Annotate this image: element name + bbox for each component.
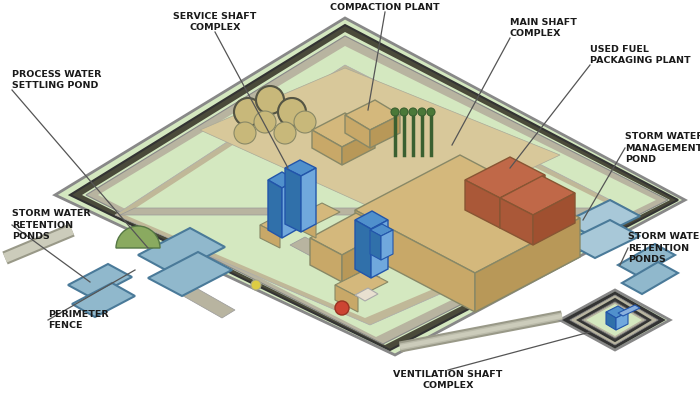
Polygon shape [70, 25, 678, 350]
Polygon shape [533, 193, 575, 245]
Circle shape [274, 122, 296, 144]
Polygon shape [606, 306, 628, 318]
Polygon shape [465, 157, 545, 198]
Polygon shape [586, 304, 642, 336]
Polygon shape [622, 262, 678, 294]
Circle shape [400, 108, 408, 116]
Polygon shape [500, 175, 545, 228]
Polygon shape [310, 238, 342, 282]
Text: VENTILATION SHAFT
COMPLEX: VENTILATION SHAFT COMPLEX [393, 370, 503, 390]
Polygon shape [345, 115, 370, 148]
Circle shape [278, 98, 306, 126]
Polygon shape [342, 230, 388, 282]
Polygon shape [371, 220, 388, 278]
Polygon shape [298, 203, 340, 224]
Polygon shape [355, 155, 580, 273]
Polygon shape [301, 168, 316, 232]
Polygon shape [616, 312, 628, 330]
Polygon shape [282, 180, 296, 238]
Polygon shape [355, 220, 371, 278]
Polygon shape [475, 218, 580, 312]
Polygon shape [285, 168, 301, 232]
Polygon shape [570, 295, 658, 345]
Polygon shape [345, 100, 400, 130]
Polygon shape [138, 228, 225, 274]
Polygon shape [381, 230, 393, 260]
Polygon shape [312, 130, 342, 165]
Polygon shape [465, 180, 500, 228]
Polygon shape [565, 293, 663, 347]
Polygon shape [335, 285, 358, 312]
Circle shape [391, 108, 399, 116]
Circle shape [294, 111, 316, 133]
Polygon shape [355, 211, 388, 229]
Polygon shape [582, 302, 646, 338]
Polygon shape [68, 264, 132, 298]
Polygon shape [312, 113, 375, 147]
Polygon shape [155, 272, 235, 318]
Polygon shape [370, 224, 393, 236]
Text: PROCESS WATER
SETTLING POND: PROCESS WATER SETTLING POND [12, 70, 102, 90]
Circle shape [418, 108, 426, 116]
Text: SEALING MATERIAL
COMPACTION PLANT: SEALING MATERIAL COMPACTION PLANT [330, 0, 440, 12]
Polygon shape [500, 198, 533, 245]
Polygon shape [120, 208, 625, 215]
Polygon shape [342, 130, 375, 165]
Polygon shape [268, 172, 296, 188]
Text: SERVICE SHAFT
COMPLEX: SERVICE SHAFT COMPLEX [174, 12, 257, 32]
Polygon shape [55, 18, 685, 355]
Polygon shape [355, 210, 475, 312]
Text: MAIN SHAFT
COMPLEX: MAIN SHAFT COMPLEX [510, 18, 577, 38]
Polygon shape [290, 237, 380, 285]
Circle shape [256, 86, 284, 114]
Polygon shape [268, 180, 282, 238]
Polygon shape [335, 270, 388, 297]
Polygon shape [355, 288, 378, 301]
Circle shape [251, 280, 261, 290]
Polygon shape [115, 65, 630, 325]
Circle shape [234, 98, 262, 126]
Polygon shape [576, 298, 652, 342]
Circle shape [234, 122, 256, 144]
Polygon shape [370, 230, 381, 260]
Circle shape [335, 301, 349, 315]
Polygon shape [260, 212, 305, 235]
Text: STORM WATER
RETENTION
PONDS: STORM WATER RETENTION PONDS [12, 209, 90, 241]
Text: STORM WATER
RETENTION
PONDS: STORM WATER RETENTION PONDS [628, 232, 700, 264]
Polygon shape [578, 299, 650, 341]
Polygon shape [70, 25, 678, 350]
Text: PERIMETER
FENCE: PERIMETER FENCE [48, 310, 108, 330]
Polygon shape [298, 215, 316, 238]
Polygon shape [560, 290, 670, 350]
Polygon shape [285, 160, 316, 176]
Polygon shape [606, 312, 616, 330]
Circle shape [427, 108, 435, 116]
Polygon shape [82, 32, 670, 345]
Polygon shape [618, 305, 640, 316]
Polygon shape [310, 213, 388, 255]
Circle shape [409, 108, 417, 116]
Polygon shape [565, 220, 640, 258]
Polygon shape [88, 35, 665, 343]
Polygon shape [370, 115, 400, 148]
Polygon shape [125, 72, 620, 318]
Polygon shape [260, 225, 280, 248]
Polygon shape [565, 200, 640, 238]
Polygon shape [86, 36, 668, 344]
Circle shape [254, 111, 276, 133]
Polygon shape [618, 244, 675, 276]
Polygon shape [98, 46, 656, 337]
Polygon shape [148, 252, 232, 296]
Polygon shape [72, 283, 135, 317]
Text: USED FUEL
PACKAGING PLANT: USED FUEL PACKAGING PLANT [590, 45, 691, 65]
Polygon shape [500, 176, 575, 215]
Text: STORM WATER
MANAGEMENT
POND: STORM WATER MANAGEMENT POND [625, 132, 700, 164]
Wedge shape [116, 226, 160, 248]
Polygon shape [200, 68, 560, 225]
